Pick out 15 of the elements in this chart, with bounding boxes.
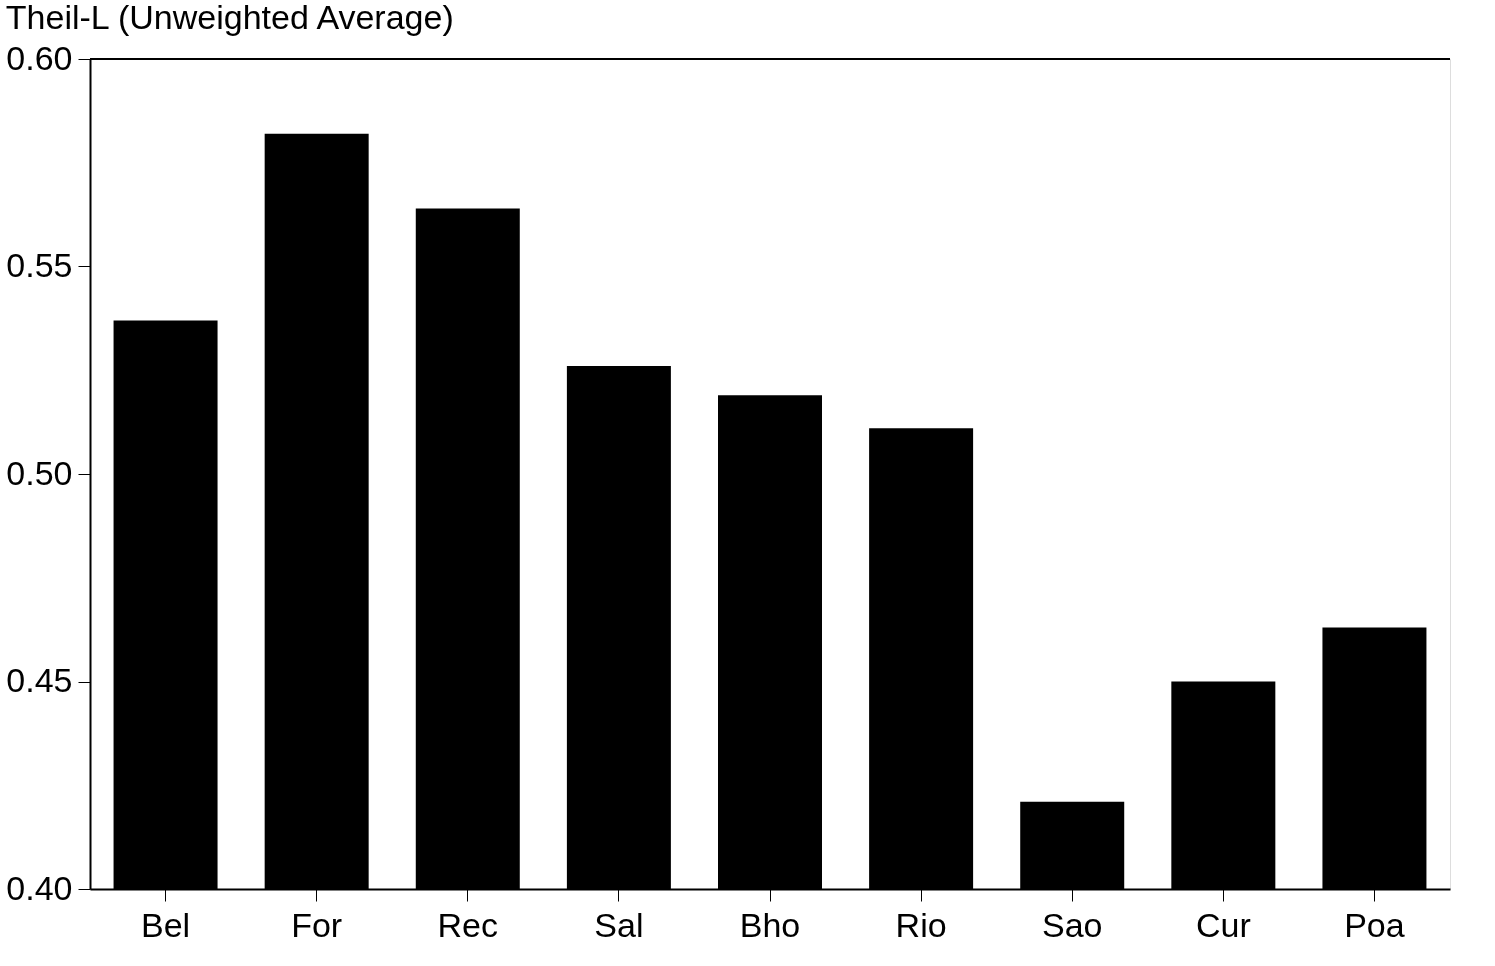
- y-tick-label: 0.55: [6, 246, 73, 284]
- x-tick-label: Rec: [437, 905, 499, 944]
- x-tick-label: Cur: [1195, 905, 1251, 944]
- x-tick-label: Bho: [739, 905, 801, 944]
- y-tick-label: 0.45: [6, 661, 73, 699]
- x-tick-label: For: [291, 905, 343, 944]
- y-tick-label: 0.40: [6, 868, 73, 907]
- y-tick-label: 0.60: [6, 38, 73, 77]
- x-tick-label: Sao: [1041, 905, 1103, 944]
- x-tick-label: Sal: [594, 905, 644, 944]
- x-tick-label: Rio: [895, 905, 947, 944]
- y-tick-label: 0.50: [6, 453, 73, 492]
- chart-title: Theil-L (Unweighted Average): [5, 0, 454, 36]
- x-tick-label: Poa: [1344, 905, 1405, 944]
- x-tick-label: Bel: [140, 905, 191, 944]
